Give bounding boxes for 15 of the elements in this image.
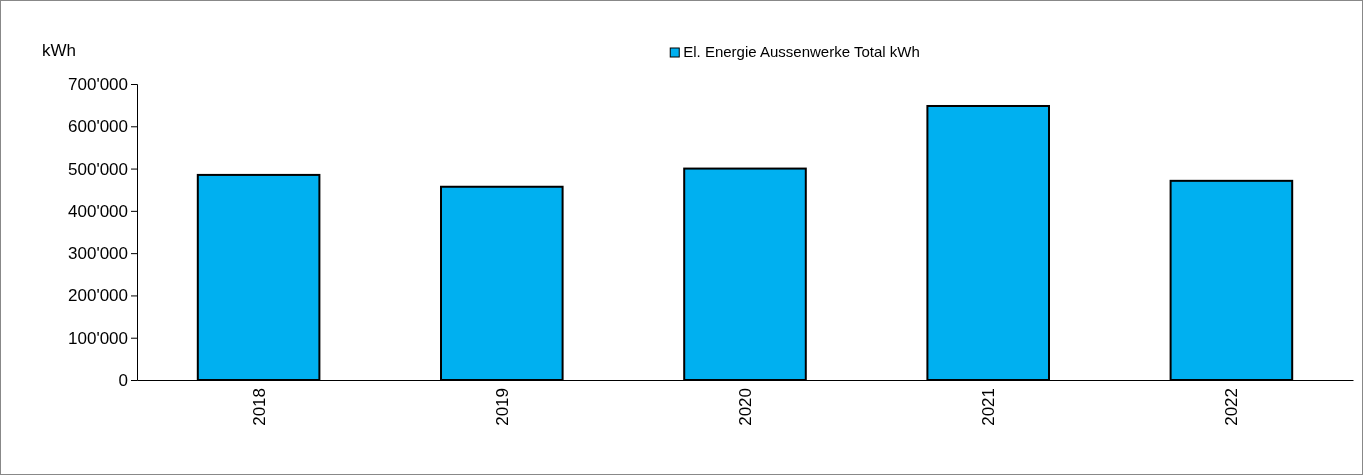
y-tick-label: 700'000	[68, 74, 128, 94]
y-tick-label: 0	[118, 370, 128, 390]
y-tick-label: 500'000	[68, 159, 128, 179]
y-tick-label: 400'000	[68, 201, 128, 221]
x-tick-label: 2021	[979, 388, 999, 426]
y-axis-title: kWh	[42, 41, 76, 60]
y-tick-label: 600'000	[68, 117, 128, 137]
x-tick-label: 2019	[492, 388, 512, 426]
y-tick-label: 100'000	[68, 328, 128, 348]
legend-label: El. Energie Aussenwerke Total kWh	[683, 43, 920, 60]
x-tick-label: 2022	[1222, 388, 1242, 426]
x-tick-label: 2018	[249, 388, 269, 426]
y-tick-label: 200'000	[68, 286, 128, 306]
x-tick-label: 2020	[735, 388, 755, 426]
y-tick-label: 300'000	[68, 244, 128, 264]
